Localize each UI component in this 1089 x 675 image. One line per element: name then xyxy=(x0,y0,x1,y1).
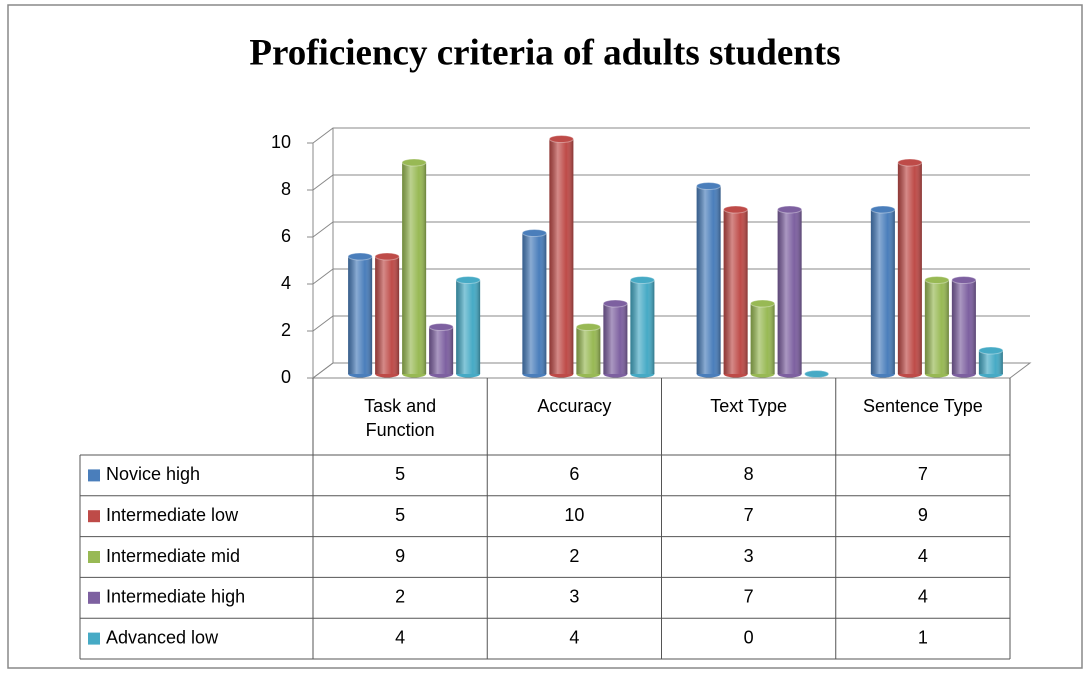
bar-shade xyxy=(630,280,655,374)
legend-swatch xyxy=(88,551,100,563)
bar-shade xyxy=(978,350,1003,374)
bar-top xyxy=(723,205,749,214)
y-tick-label: 8 xyxy=(281,179,291,199)
table-value: 4 xyxy=(395,627,405,647)
bar-top xyxy=(347,252,373,261)
bar-shade xyxy=(429,327,454,374)
legend-swatch xyxy=(88,591,100,604)
y-tick-label: 6 xyxy=(281,226,291,246)
table-value: 7 xyxy=(744,505,754,525)
table-value: 2 xyxy=(395,587,405,607)
bar-top xyxy=(696,182,722,190)
bar-top xyxy=(428,323,454,331)
bar-shade xyxy=(348,256,373,374)
table-value: 10 xyxy=(564,505,584,525)
bar-shade xyxy=(924,280,949,374)
bar-shade xyxy=(897,162,922,374)
table-value: 7 xyxy=(918,464,928,484)
legend-swatch xyxy=(88,632,100,645)
bar-top xyxy=(575,323,601,331)
bar-top xyxy=(521,229,547,237)
table-value: 4 xyxy=(569,627,579,647)
bar-shade xyxy=(549,139,574,374)
table-value: 4 xyxy=(918,587,928,607)
legend-label: Intermediate mid xyxy=(106,546,240,566)
bar-top xyxy=(804,370,830,378)
bar-shade xyxy=(750,303,775,374)
bar-top xyxy=(602,299,628,308)
bar-top xyxy=(924,276,950,284)
bar-shade xyxy=(375,256,400,374)
y-tick-label: 10 xyxy=(271,132,291,152)
y-tick-label: 0 xyxy=(281,367,291,387)
table-value: 1 xyxy=(918,627,928,647)
table-value: 0 xyxy=(744,627,754,647)
legend-swatch xyxy=(88,469,100,482)
table-value: 7 xyxy=(744,587,754,607)
category-label: Accuracy xyxy=(537,396,612,416)
table-value: 9 xyxy=(395,546,405,566)
table-value: 3 xyxy=(744,546,754,566)
y-tick-label: 2 xyxy=(281,320,291,340)
category-label: Text Type xyxy=(710,396,787,416)
category-label: Sentence Type xyxy=(862,396,983,416)
bar-top xyxy=(548,135,574,143)
bar-shade xyxy=(870,209,895,374)
table-value: 5 xyxy=(395,464,405,484)
bar-shade xyxy=(456,280,481,374)
bar-top xyxy=(629,276,655,284)
bar-top xyxy=(897,158,923,167)
legend-swatch xyxy=(88,510,100,523)
table-value: 5 xyxy=(395,505,405,525)
bar-top xyxy=(455,276,481,284)
legend-label: Intermediate high xyxy=(106,587,245,607)
table-value: 4 xyxy=(918,546,928,566)
bar-top xyxy=(777,205,803,214)
legend-label: Advanced low xyxy=(106,627,219,647)
legend-label: Novice high xyxy=(106,464,200,484)
bar-shade xyxy=(576,327,601,374)
table-value: 2 xyxy=(569,546,579,566)
bar-top xyxy=(870,205,896,214)
bar-shade xyxy=(696,186,721,374)
bar-top xyxy=(750,299,776,308)
bar-shade xyxy=(777,209,802,374)
bar-shade xyxy=(402,162,427,374)
chart-title: Proficiency criteria of adults students xyxy=(249,32,840,73)
bar-shade xyxy=(951,280,976,374)
bar-top xyxy=(374,252,400,261)
bar-shade xyxy=(603,303,628,374)
legend-label: Intermediate low xyxy=(106,505,239,525)
category-label: Task and Function xyxy=(364,396,437,440)
bar-top xyxy=(951,276,977,284)
table-value: 3 xyxy=(569,587,579,607)
bar-top xyxy=(978,346,1004,355)
table-value: 6 xyxy=(569,464,579,484)
table-value: 8 xyxy=(744,464,754,484)
bar-shade xyxy=(723,209,748,374)
bar-shade xyxy=(522,233,547,374)
table-value: 9 xyxy=(918,505,928,525)
bar-top xyxy=(401,158,427,167)
y-tick-label: 4 xyxy=(281,273,291,293)
